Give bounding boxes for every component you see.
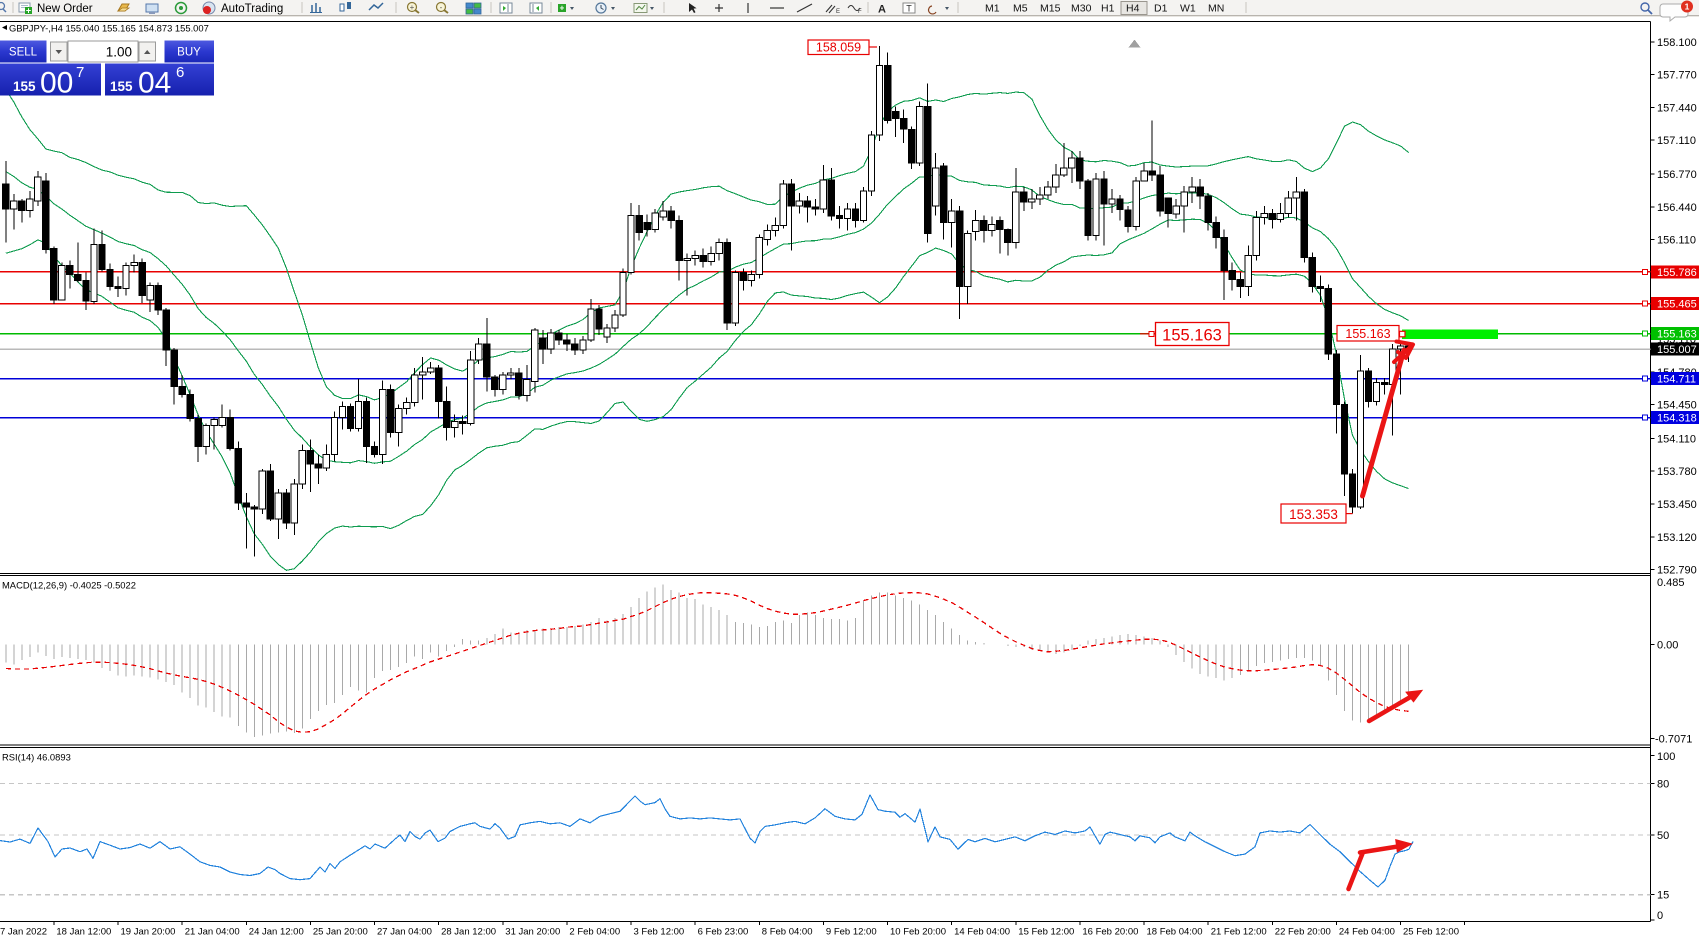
svg-text:80: 80	[1657, 778, 1669, 790]
svg-text:154.318: 154.318	[1657, 413, 1697, 425]
svg-text:25 Jan 20:00: 25 Jan 20:00	[313, 927, 368, 938]
svg-text:21 Feb 12:00: 21 Feb 12:00	[1211, 927, 1267, 938]
svg-text:7 Jan 2022: 7 Jan 2022	[0, 927, 47, 938]
svg-text:0.485: 0.485	[1657, 577, 1685, 589]
svg-text:155.163: 155.163	[1657, 329, 1697, 341]
svg-text:153.780: 153.780	[1657, 466, 1697, 478]
svg-text:2 Feb 04:00: 2 Feb 04:00	[569, 927, 620, 938]
svg-text:GBPJPY-,H4 155.040 155.165 15: GBPJPY-,H4 155.040 155.165 154.873 155.0…	[9, 23, 209, 34]
svg-text:155.007: 155.007	[1657, 344, 1697, 356]
svg-text:14 Feb 04:00: 14 Feb 04:00	[954, 927, 1010, 938]
svg-text:50: 50	[1657, 830, 1669, 842]
svg-text:156.110: 156.110	[1657, 235, 1696, 247]
svg-text:M15: M15	[1040, 3, 1061, 15]
svg-text:157.110: 157.110	[1657, 135, 1696, 147]
svg-text:-: -	[440, 3, 443, 12]
svg-text:+: +	[410, 3, 415, 12]
svg-text:M30: M30	[1071, 3, 1092, 15]
svg-text:M5: M5	[1013, 3, 1028, 15]
svg-text:7: 7	[76, 64, 84, 81]
svg-text:155.163: 155.163	[1162, 327, 1222, 345]
svg-text:154.711: 154.711	[1657, 374, 1696, 386]
svg-text:19 Jan 20:00: 19 Jan 20:00	[121, 927, 176, 938]
svg-text:MN: MN	[1208, 3, 1224, 15]
svg-text:BUY: BUY	[177, 47, 201, 59]
svg-text:15 Feb 12:00: 15 Feb 12:00	[1018, 927, 1074, 938]
svg-text:157.440: 157.440	[1657, 102, 1697, 114]
svg-text:22 Feb 20:00: 22 Feb 20:00	[1275, 927, 1331, 938]
svg-text:16 Feb 20:00: 16 Feb 20:00	[1082, 927, 1138, 938]
svg-text:+: +	[26, 6, 31, 16]
svg-text:RSI(14) 46.0893: RSI(14) 46.0893	[2, 752, 71, 763]
svg-text:158.100: 158.100	[1657, 37, 1697, 49]
svg-text:158.059: 158.059	[816, 41, 861, 55]
svg-text:AutoTrading: AutoTrading	[221, 3, 283, 15]
svg-text:153.450: 153.450	[1657, 499, 1697, 511]
svg-text:8 Feb 04:00: 8 Feb 04:00	[762, 927, 813, 938]
svg-text:100: 100	[1657, 751, 1675, 763]
svg-text:A: A	[878, 4, 886, 16]
svg-text:0: 0	[1657, 910, 1663, 922]
svg-text:154.450: 154.450	[1657, 400, 1697, 412]
svg-text:M1: M1	[985, 3, 1000, 15]
svg-text:31 Jan 20:00: 31 Jan 20:00	[505, 927, 560, 938]
svg-text:21 Jan 04:00: 21 Jan 04:00	[185, 927, 240, 938]
svg-text:1.00: 1.00	[106, 45, 132, 60]
svg-text:155: 155	[13, 79, 36, 94]
svg-text:E: E	[836, 9, 840, 15]
svg-text:+: +	[560, 4, 565, 13]
svg-text:24 Feb 04:00: 24 Feb 04:00	[1339, 927, 1395, 938]
svg-text:D1: D1	[1154, 3, 1168, 15]
svg-text:18 Jan 12:00: 18 Jan 12:00	[56, 927, 111, 938]
svg-text:155: 155	[110, 79, 133, 94]
svg-text:155.786: 155.786	[1657, 267, 1697, 279]
svg-text:153.120: 153.120	[1657, 532, 1697, 544]
svg-text:00: 00	[40, 67, 73, 100]
svg-text:156.440: 156.440	[1657, 202, 1697, 214]
svg-text:-0.7071: -0.7071	[1655, 734, 1692, 746]
svg-text:6 Feb 23:00: 6 Feb 23:00	[698, 927, 749, 938]
svg-text:157.770: 157.770	[1657, 70, 1697, 82]
svg-text:155.465: 155.465	[1657, 299, 1697, 311]
svg-text:153.353: 153.353	[1289, 507, 1338, 522]
svg-text:155.163: 155.163	[1345, 327, 1390, 341]
svg-text:SELL: SELL	[9, 47, 38, 59]
svg-text:152.790: 152.790	[1657, 565, 1697, 577]
svg-text:W1: W1	[1180, 3, 1196, 15]
svg-text:154.110: 154.110	[1657, 433, 1696, 445]
svg-text:28 Jan 12:00: 28 Jan 12:00	[441, 927, 496, 938]
svg-text:6: 6	[176, 64, 184, 81]
svg-text:1: 1	[1685, 2, 1690, 12]
svg-text:156.770: 156.770	[1657, 169, 1697, 181]
svg-text:27 Jan 04:00: 27 Jan 04:00	[377, 927, 432, 938]
svg-text:3 Feb 12:00: 3 Feb 12:00	[634, 927, 685, 938]
svg-text:24 Jan 12:00: 24 Jan 12:00	[249, 927, 304, 938]
svg-text:H4: H4	[1126, 3, 1140, 15]
svg-text:New Order: New Order	[37, 3, 93, 15]
svg-text:F: F	[858, 9, 862, 15]
svg-text:25 Feb 12:00: 25 Feb 12:00	[1403, 927, 1459, 938]
svg-text:18 Feb 04:00: 18 Feb 04:00	[1147, 927, 1203, 938]
svg-text:MACD(12,26,9) -0.4025 -0.5022: MACD(12,26,9) -0.4025 -0.5022	[2, 580, 136, 591]
svg-text:0.00: 0.00	[1657, 640, 1678, 652]
svg-text:9 Feb 12:00: 9 Feb 12:00	[826, 927, 877, 938]
svg-text:T: T	[906, 4, 912, 14]
svg-text:H1: H1	[1101, 3, 1115, 15]
svg-text:15: 15	[1657, 890, 1669, 902]
svg-text:10 Feb 20:00: 10 Feb 20:00	[890, 927, 946, 938]
svg-text:04: 04	[138, 67, 171, 100]
